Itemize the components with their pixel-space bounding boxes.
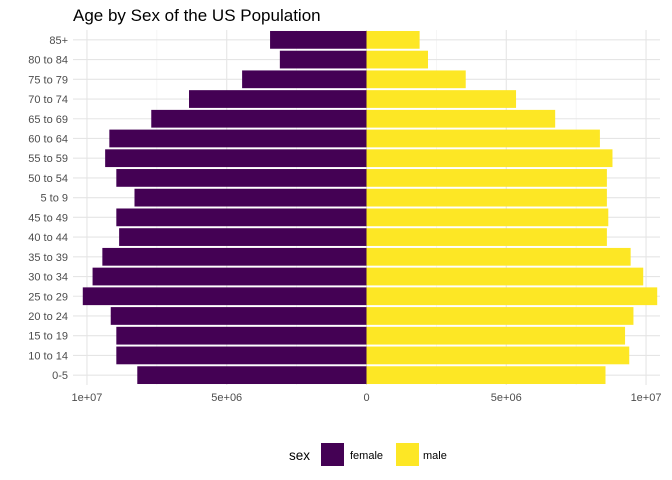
bar-female-17 — [270, 30, 367, 49]
y-tick-label: 20 to 24 — [28, 311, 68, 323]
y-tick-label: 10 to 14 — [28, 350, 68, 362]
y-axis-tick-labels: 0-5 10 to 14 15 to 19 20 to 24 25 to 29 30 to… — [28, 35, 68, 382]
y-tick-label: 40 to 44 — [28, 232, 68, 244]
legend-label-male: male — [423, 450, 447, 462]
y-tick-label: 85+ — [49, 35, 68, 47]
bar-female-14 — [189, 90, 367, 108]
chart-title: Age by Sex of the US Population — [73, 6, 321, 25]
bar-female-10 — [116, 169, 367, 187]
x-tick-label: 1e+07 — [631, 392, 662, 404]
y-tick-label: 70 to 74 — [28, 94, 68, 106]
bar-female-2 — [116, 326, 367, 345]
y-tick-label: 35 to 39 — [28, 252, 68, 264]
y-tick-label: 65 to 69 — [28, 114, 68, 126]
y-tick-label: 0-5 — [52, 370, 68, 382]
bar-male-15 — [366, 70, 466, 89]
y-tick-label: 60 to 64 — [28, 133, 68, 145]
bar-male-4 — [366, 287, 658, 306]
bar-female-11 — [105, 149, 367, 168]
y-tick-label: 45 to 49 — [28, 212, 68, 224]
bar-female-0 — [137, 366, 367, 385]
bar-male-12 — [366, 129, 600, 148]
bar-male-9 — [366, 188, 607, 207]
bar-male-14 — [366, 90, 517, 108]
y-tick-label: 75 to 79 — [28, 74, 68, 86]
bar-male-0 — [366, 366, 606, 385]
legend-key-male — [396, 443, 419, 466]
legend-label-female: female — [350, 450, 383, 462]
bar-male-10 — [366, 169, 607, 187]
bar-female-1 — [116, 346, 367, 365]
bar-female-16 — [279, 50, 367, 69]
y-tick-label: 50 to 54 — [28, 173, 68, 185]
bar-male-7 — [366, 228, 607, 246]
bar-male-8 — [366, 208, 609, 227]
bar-male-1 — [366, 346, 630, 365]
y-tick-label: 15 to 19 — [28, 331, 68, 343]
bar-female-6 — [102, 247, 367, 266]
bar-female-4 — [82, 287, 367, 306]
bar-male-3 — [366, 307, 634, 325]
y-tick-label: 25 to 29 — [28, 291, 68, 303]
bar-female-3 — [110, 307, 367, 325]
bar-female-5 — [92, 267, 367, 286]
bar-female-7 — [119, 228, 367, 246]
legend-key-female — [321, 443, 344, 466]
bar-male-13 — [366, 109, 556, 128]
bar-male-5 — [366, 267, 644, 286]
bar-male-11 — [366, 149, 613, 168]
bar-male-16 — [366, 50, 428, 69]
bar-female-13 — [151, 109, 367, 128]
bar-male-2 — [366, 326, 626, 345]
legend-title: sex — [289, 448, 310, 463]
x-tick-label: 5e+06 — [211, 392, 242, 404]
legend: sex female male — [289, 443, 447, 466]
x-tick-label: 0 — [363, 392, 369, 404]
bars — [82, 30, 658, 385]
x-axis-tick-labels: 1e+07 5e+06 0 5e+06 1e+07 — [72, 392, 662, 404]
y-tick-label: 5 to 9 — [40, 193, 68, 205]
y-tick-label: 55 to 59 — [28, 153, 68, 165]
bar-female-12 — [109, 129, 367, 148]
bar-male-6 — [366, 247, 631, 266]
bar-female-15 — [242, 70, 367, 89]
x-tick-label: 5e+06 — [491, 392, 522, 404]
x-tick-label: 1e+07 — [72, 392, 103, 404]
bar-female-9 — [134, 188, 367, 207]
y-tick-label: 80 to 84 — [28, 55, 68, 67]
y-tick-label: 30 to 34 — [28, 272, 68, 284]
bar-male-17 — [366, 30, 420, 49]
bar-female-8 — [116, 208, 367, 227]
